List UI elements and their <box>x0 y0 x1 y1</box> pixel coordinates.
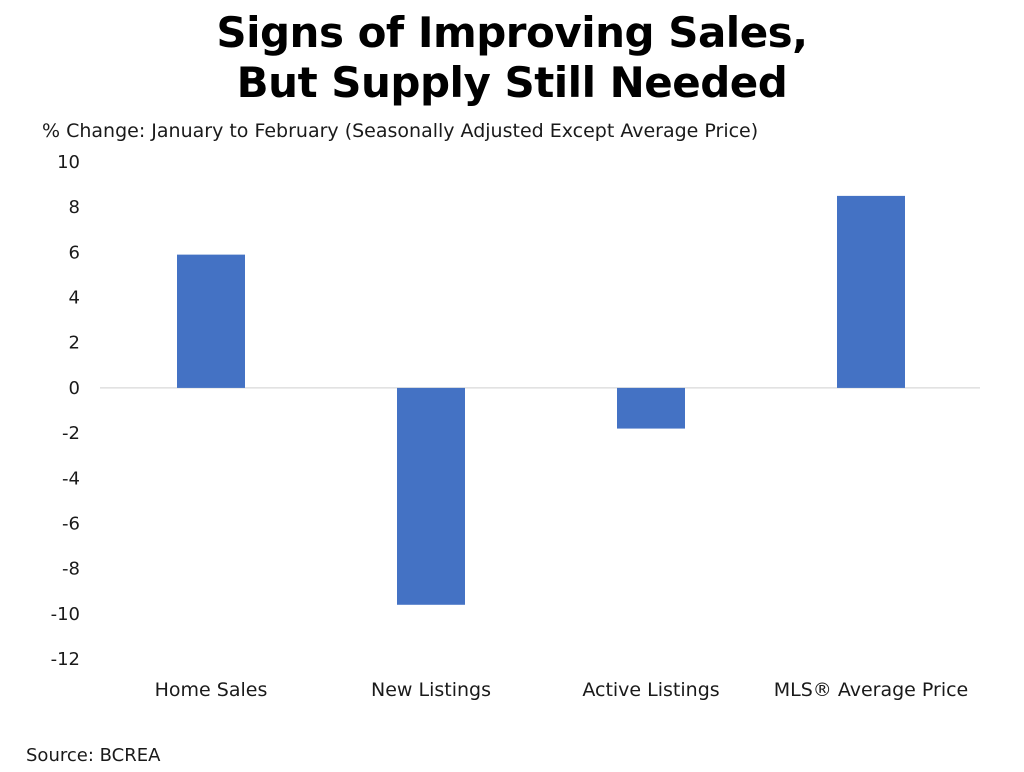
y-tick-label: -6 <box>62 513 80 534</box>
y-tick-label: 0 <box>69 378 80 399</box>
bar <box>177 254 245 388</box>
y-tick-label: 6 <box>69 242 80 263</box>
x-axis-labels: Home Sales New Listings Active Listings MLS… <box>155 679 969 701</box>
y-tick-label: 8 <box>69 197 80 218</box>
bar <box>617 387 685 429</box>
chart-title-line-1: Signs of Improving Sales, <box>216 8 808 57</box>
y-tick-label: -10 <box>51 604 80 625</box>
source-note: Source: BCREA <box>26 745 161 766</box>
x-category-label: Home Sales <box>155 679 268 701</box>
chart-title-line-2: But Supply Still Needed <box>236 58 788 107</box>
x-category-label: Active Listings <box>582 679 719 701</box>
y-tick-label: -8 <box>62 559 80 580</box>
y-tick-label: 4 <box>69 288 80 309</box>
y-tick-label: -2 <box>62 423 80 444</box>
y-tick-label: -12 <box>51 649 80 670</box>
y-tick-label: -4 <box>62 468 80 489</box>
x-category-label: New Listings <box>371 679 491 701</box>
x-category-label: MLS® Average Price <box>774 679 969 701</box>
bar <box>837 195 905 388</box>
y-tick-label: 2 <box>69 333 80 354</box>
y-axis-title: % Change: January to February (Seasonall… <box>42 120 759 142</box>
y-axis-ticks: 10 8 6 4 2 0 -2 -4 -6 -8 -10 -12 <box>51 152 80 670</box>
y-tick-label: 10 <box>57 152 80 173</box>
bar-series <box>177 195 905 605</box>
bar <box>397 387 465 605</box>
chart-title: Signs of Improving Sales, But Supply Sti… <box>0 8 1024 108</box>
